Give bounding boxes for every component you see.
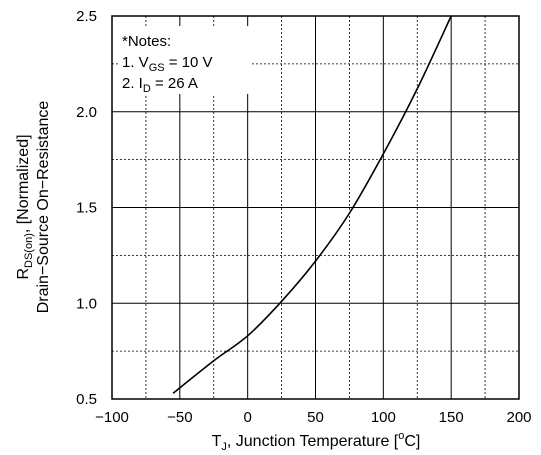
y-axis-title-line2: Drain−Source On−Resistance bbox=[35, 101, 52, 314]
y-tick-label: 2.5 bbox=[76, 8, 97, 25]
x-tick-labels: −100 −50 0 50 100 150 200 bbox=[95, 409, 531, 426]
plot-frame bbox=[111, 15, 520, 400]
x-axis-label: TJ, Junction Temperature [oC] bbox=[212, 430, 421, 453]
y-tick-label: 1.0 bbox=[76, 295, 97, 312]
x-tick-label: 0 bbox=[243, 409, 251, 426]
notes-background bbox=[118, 26, 251, 94]
y-axis-title-line1: RDS(on), [Normalized] bbox=[15, 134, 35, 279]
y-tick-labels: 0.5 1.0 1.5 2.0 2.5 bbox=[76, 8, 97, 408]
y-tick-label: 1.5 bbox=[76, 200, 97, 217]
x-tick-label: 100 bbox=[371, 409, 396, 426]
y-axis-label: RDS(on), [Normalized] Drain−Source On−Res… bbox=[15, 101, 52, 314]
notes-line: 2. ID = 26 A bbox=[122, 75, 198, 95]
y-tick-label: 2.0 bbox=[76, 104, 97, 121]
series-layer bbox=[172, 15, 452, 394]
notes-line: *Notes: bbox=[122, 33, 171, 50]
x-tick-label: 200 bbox=[506, 409, 531, 426]
notes-annotation: *Notes: 1. VGS = 10 V2. ID = 26 A bbox=[118, 26, 251, 95]
series-line bbox=[172, 15, 452, 394]
y-tick-label: 0.5 bbox=[76, 391, 97, 408]
notes-line: 1. VGS = 10 V bbox=[122, 54, 213, 74]
x-tick-label: −100 bbox=[95, 409, 129, 426]
y-axis-title: RDS(on), [Normalized] Drain−Source On−Res… bbox=[15, 101, 52, 314]
x-tick-label: −50 bbox=[167, 409, 192, 426]
x-axis-title: TJ, Junction Temperature [oC] bbox=[212, 430, 421, 453]
x-tick-label: 150 bbox=[439, 409, 464, 426]
x-tick-label: 50 bbox=[307, 409, 324, 426]
